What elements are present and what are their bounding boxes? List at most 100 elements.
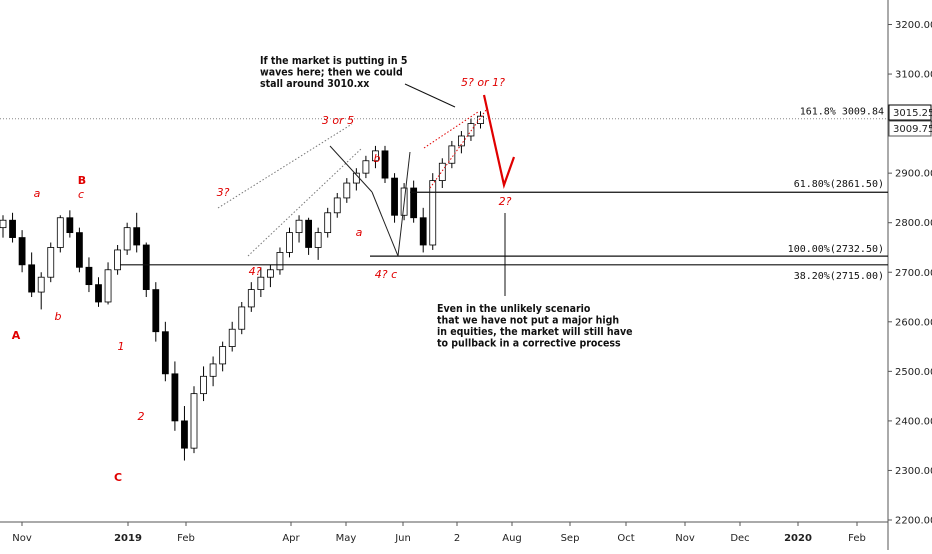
y-axis: 2200.00 2300.00 2400.00 2500.00 2600.00 2700.… — [888, 20, 932, 527]
wave-line-a — [371, 191, 399, 257]
candle-body — [457, 135, 465, 147]
x-tick-label: 2 — [454, 533, 460, 544]
wave-label: a — [34, 187, 41, 200]
candle-body — [247, 289, 255, 308]
wave-label: 1 — [118, 340, 125, 353]
candle-body — [276, 252, 284, 271]
candle-body — [56, 217, 64, 248]
annotation-1-line: stall around 3010.xx — [260, 78, 369, 90]
candle-body — [419, 217, 427, 246]
candle-body — [467, 123, 475, 137]
price-tags: 3015.25 3009.75 — [888, 104, 932, 137]
candle-body — [477, 115, 484, 125]
candle-body — [429, 180, 437, 246]
x-tick-label: Dec — [730, 533, 749, 544]
candle-body — [190, 393, 198, 449]
candle-body — [286, 232, 293, 253]
candle-body — [66, 217, 74, 234]
price-tag-text: 3009.75 — [893, 124, 932, 135]
candle-body — [161, 331, 169, 375]
drawings-layer — [217, 83, 516, 296]
wave-label: c — [78, 188, 84, 201]
candle-body — [47, 247, 55, 278]
level-label-100: 100.00%(2732.50) — [788, 244, 884, 255]
candle-body — [18, 237, 26, 266]
x-tick-label: Apr — [282, 533, 300, 544]
wave-label: b — [374, 152, 381, 165]
wave-line-c — [397, 151, 411, 257]
channel-lower — [247, 147, 363, 257]
candle-body — [200, 375, 207, 395]
candle-body — [295, 219, 303, 234]
annotation-1-line: If the market is putting in 5 — [260, 55, 407, 67]
candle-body — [410, 187, 418, 219]
candle-body — [372, 150, 379, 162]
candle-body — [133, 227, 141, 246]
level-label-161: 161.8% 3009.84 — [800, 107, 884, 118]
level-label-382: 38.20%(2715.00) — [794, 271, 884, 282]
candle-body — [104, 269, 112, 303]
annotation-2-line: Even in the unlikely scenario — [437, 303, 591, 315]
wave-label: A — [12, 329, 21, 342]
x-tick-label: Feb — [848, 533, 866, 544]
price-tag-box — [888, 120, 932, 137]
wave-label: 4? — [249, 265, 262, 278]
wave-line-b — [329, 145, 373, 193]
candle-body — [37, 276, 45, 293]
candle-body — [228, 328, 236, 347]
candle-body — [123, 227, 131, 251]
candle-body — [9, 219, 16, 238]
candle-body — [181, 420, 188, 449]
x-tick-label: Nov — [12, 533, 32, 544]
channel-upper — [217, 123, 353, 209]
candle-body — [266, 269, 274, 278]
x-tick-label: Aug — [502, 533, 522, 544]
y-tick-label: 2600.00 — [895, 317, 932, 328]
price-tag-box — [888, 104, 932, 121]
candle-body — [343, 182, 351, 199]
candle-body — [314, 232, 322, 248]
x-tick-label: Oct — [617, 533, 634, 544]
candle-body — [142, 244, 150, 290]
annotation-2-line: to pullback in a corrective process — [437, 338, 621, 350]
candle-body — [448, 145, 456, 164]
wave-label: 2? — [499, 195, 512, 208]
candles-layer — [0, 111, 484, 461]
candle-body — [257, 276, 265, 290]
candle-body — [238, 306, 246, 330]
wave-label: C — [114, 471, 122, 484]
annotation-2-line: in equities, the market will still have — [437, 326, 633, 338]
x-tick-label: May — [336, 533, 357, 544]
candle-body — [324, 212, 332, 234]
wave-label: 2 — [138, 410, 145, 423]
candle-body — [381, 150, 389, 179]
candle-body — [209, 363, 217, 377]
y-tick-label: 2900.00 — [895, 169, 932, 180]
candle-body — [171, 373, 179, 422]
wave-label: a — [356, 226, 363, 239]
candle-body — [114, 249, 121, 271]
candle-body — [438, 162, 446, 181]
wave-labels-layer: A B Ca b c 1 2 3? 4? 3 or 5 a b 4? c 5? or 1? 2? — [12, 76, 512, 484]
y-tick-label: 3100.00 — [895, 70, 932, 81]
wave-label: B — [78, 174, 86, 187]
projection-path — [482, 94, 516, 189]
wave-label: 4? c — [375, 268, 397, 281]
wave-label: 3? — [217, 186, 230, 199]
candle-body — [152, 289, 160, 333]
candle-body — [85, 266, 93, 286]
candle-body — [219, 346, 227, 365]
x-tick-label: Nov — [675, 533, 695, 544]
level-label-618: 61.80%(2861.50) — [794, 179, 884, 190]
price-tag-text: 3015.25 — [893, 108, 932, 119]
candle-body — [333, 197, 341, 214]
y-tick-label: 2200.00 — [895, 516, 932, 527]
x-tick-label: 2020 — [784, 533, 812, 544]
wave-label: b — [55, 310, 62, 323]
note-pointer — [404, 83, 456, 108]
wedge-lower — [429, 109, 487, 189]
x-axis: Nov 2019 Feb Apr May Jun 2 Aug Sep Oct Nov Dec 2020 F… — [12, 522, 866, 544]
